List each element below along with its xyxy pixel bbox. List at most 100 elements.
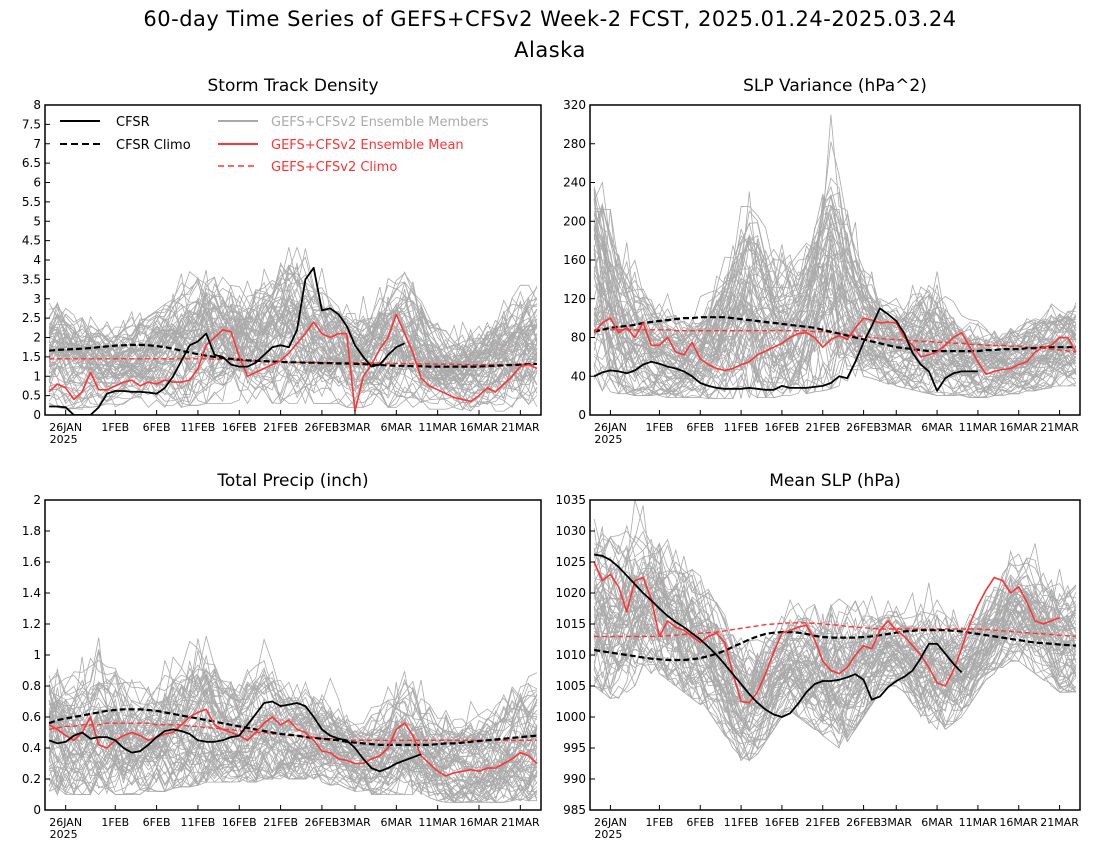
x-tick-label: 16FEB xyxy=(765,816,800,829)
ensemble-member-line xyxy=(48,668,538,778)
series-line-gefs-cfsv2-climo xyxy=(48,722,537,741)
x-tick-label: 16MAR xyxy=(460,816,499,829)
x-tick-label: 1FEB xyxy=(646,421,674,434)
ensemble-member-line xyxy=(593,585,1077,731)
legend-label-ens-climo: GEFS+CFSv2 Climo xyxy=(271,160,397,175)
total-precip-ensemble-members xyxy=(48,635,538,804)
storm-track-density-ensemble-members xyxy=(48,246,538,412)
slp-variance-ensemble-members xyxy=(593,114,1077,400)
ensemble-member-line xyxy=(593,638,1076,735)
series-line-cfsr-climo xyxy=(593,316,1076,353)
x-tick-label: 6FEB xyxy=(143,421,171,434)
ensemble-member-line xyxy=(48,678,538,772)
y-tick-label: 6.5 xyxy=(22,156,41,170)
ensemble-member-line xyxy=(48,718,538,799)
y-tick-label: 4.5 xyxy=(22,234,41,248)
y-tick-label: 1035 xyxy=(555,493,586,507)
y-tick-label: 1030 xyxy=(555,524,586,538)
ensemble-member-line xyxy=(593,244,1077,380)
series-line-cfsr xyxy=(49,266,405,415)
ensemble-member-line xyxy=(48,659,538,767)
ensemble-member-line xyxy=(593,273,1077,399)
x-tick-label: 21FEB xyxy=(805,816,840,829)
ensemble-member-line xyxy=(593,318,1077,397)
ensemble-member-line xyxy=(48,341,538,405)
y-tick-label: 0 xyxy=(33,803,41,817)
x-tick-label: 1FEB xyxy=(101,816,129,829)
series-line-cfsr xyxy=(593,307,978,392)
y-tick-label: 1 xyxy=(33,369,41,383)
x-year-label: 2025 xyxy=(50,828,78,841)
x-tick-label: 11FEB xyxy=(181,816,216,829)
x-tick-label: 21FEB xyxy=(263,421,298,434)
ensemble-member-line xyxy=(48,724,538,799)
ensemble-member-line xyxy=(48,339,538,412)
x-tick-label: 11MAR xyxy=(418,421,457,434)
x-tick-label: 11FEB xyxy=(724,816,759,829)
series-line-cfsr-climo xyxy=(48,708,538,747)
x-tick-label: 11MAR xyxy=(418,816,457,829)
ensemble-member-line xyxy=(48,711,538,803)
x-tick-label: 6FEB xyxy=(686,421,714,434)
ensemble-member-line xyxy=(48,282,538,372)
y-tick-label: 2.5 xyxy=(22,311,41,325)
ensemble-member-line xyxy=(48,349,538,408)
y-tick-label: 7 xyxy=(33,137,41,151)
x-tick-label: 16MAR xyxy=(999,816,1038,829)
figure-subtitle: Alaska xyxy=(514,38,586,62)
slp-variance-series xyxy=(593,307,1077,392)
x-tick-label: 11FEB xyxy=(181,421,216,434)
x-tick-label: 21FEB xyxy=(805,421,840,434)
ensemble-member-line xyxy=(48,676,538,773)
ensemble-member-line xyxy=(48,293,538,384)
x-year-label: 2025 xyxy=(594,828,622,841)
y-tick-label: 240 xyxy=(563,176,586,190)
series-line-gefs-cfsv2-climo xyxy=(594,622,1076,638)
total-precip-series xyxy=(48,700,538,777)
ensemble-member-line xyxy=(593,620,1077,761)
total-precip-title: Total Precip (inch) xyxy=(216,471,368,491)
ensemble-member-line xyxy=(593,295,1077,398)
storm-track-density-series xyxy=(48,266,538,415)
ensemble-member-line xyxy=(48,262,538,379)
ensemble-member-line xyxy=(593,265,1077,379)
x-tick-label: 16FEB xyxy=(222,421,257,434)
x-tick-label: 16FEB xyxy=(765,421,800,434)
x-tick-label: 16MAR xyxy=(460,421,499,434)
ensemble-member-line xyxy=(48,332,538,408)
panel-storm-track-density: Storm Track Density 0 0.5 1 1.5 2 2.5 3 3.5 4 4.5 5… xyxy=(22,76,542,446)
series-line-gefs-cfsv2-ensemble-mean xyxy=(593,561,1060,704)
y-tick-label: 0.4 xyxy=(22,741,41,755)
y-tick-label: 2 xyxy=(33,331,41,345)
x-tick-label: 26JAN xyxy=(49,816,82,829)
y-tick-label: 1005 xyxy=(555,679,586,693)
x-tick-label: 1FEB xyxy=(101,421,129,434)
ensemble-member-line xyxy=(593,640,1077,749)
ensemble-member-line xyxy=(593,319,1077,399)
y-tick-label: 160 xyxy=(563,253,586,267)
y-tick-label: 1015 xyxy=(555,617,586,631)
y-tick-label: 8 xyxy=(33,98,41,112)
x-tick-label: 21MAR xyxy=(1040,421,1079,434)
y-tick-label: 80 xyxy=(571,331,586,345)
figure-title: 60-day Time Series of GEFS+CFSv2 Week-2 … xyxy=(143,7,956,31)
ensemble-member-line xyxy=(593,556,1077,732)
x-tick-label: 3MAR xyxy=(880,421,912,434)
ensemble-member-line xyxy=(593,193,1077,352)
y-tick-label: 120 xyxy=(563,292,586,306)
ensemble-member-line xyxy=(593,286,1077,382)
ensemble-member-line xyxy=(48,635,537,753)
ensemble-member-line xyxy=(48,297,538,387)
ensemble-member-line xyxy=(593,310,1077,399)
ensemble-member-line xyxy=(593,317,1077,395)
ensemble-member-line xyxy=(49,327,538,398)
ensemble-member-line xyxy=(593,213,1077,378)
series-line-gefs-cfsv2-ensemble-mean xyxy=(48,708,538,777)
ensemble-member-line xyxy=(593,195,1077,362)
ensemble-member-line xyxy=(593,530,1076,696)
ensemble-member-line xyxy=(593,272,1077,391)
ensemble-member-line xyxy=(593,524,1077,671)
ensemble-member-line xyxy=(48,743,537,803)
mean-slp-title: Mean SLP (hPa) xyxy=(769,471,901,491)
